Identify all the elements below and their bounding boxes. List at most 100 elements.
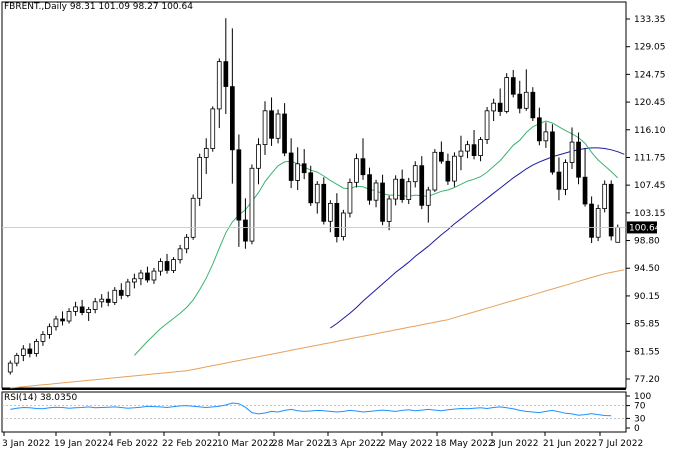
y-tick-label: 98.80 (634, 237, 660, 247)
current-price-label: 100.64 (629, 223, 661, 233)
candle-body (236, 149, 242, 221)
candle (105, 291, 111, 307)
candle (445, 153, 451, 185)
candle-body (34, 340, 39, 354)
candle (340, 209, 346, 241)
candle-body (537, 117, 542, 142)
candle-body (314, 183, 320, 204)
candle-body (66, 310, 72, 322)
candle (112, 287, 118, 305)
candle-body (249, 167, 255, 242)
candle-body (210, 108, 216, 149)
candle (190, 194, 196, 240)
y-tick-label: 103.15 (634, 209, 666, 219)
candle (504, 73, 510, 114)
candle-body (243, 219, 248, 242)
candle-body (112, 289, 118, 303)
candle (27, 343, 33, 358)
candle (602, 180, 608, 213)
candle-body (425, 189, 431, 206)
candle-body (576, 141, 581, 178)
candle (569, 127, 575, 169)
candle (550, 124, 555, 175)
candle-body (595, 208, 601, 238)
candle (236, 134, 242, 247)
candle-body (438, 151, 444, 162)
candle (262, 101, 268, 155)
candle-body (164, 261, 170, 271)
candle-body (308, 172, 314, 204)
candle (510, 69, 516, 98)
candle (347, 178, 353, 218)
candle-body (301, 163, 307, 174)
candle (321, 177, 327, 225)
y-tick-label: 90.15 (634, 292, 660, 302)
candle-body (406, 181, 412, 200)
candle-body (47, 326, 52, 335)
candle-body (177, 248, 183, 261)
chart-header: FBRENT.,Daily 98.31 101.09 98.27 100.64 (4, 2, 193, 12)
candle (34, 338, 39, 357)
candle (478, 137, 483, 162)
candle (295, 147, 301, 191)
candle-body (412, 165, 418, 183)
candle (20, 345, 26, 362)
candle (86, 306, 91, 321)
candle-body (7, 362, 13, 373)
candle (563, 159, 568, 196)
ohlc-readout: 98.31 101.09 98.27 100.64 (69, 2, 193, 12)
candle-body (399, 178, 405, 200)
candle-body (190, 197, 196, 238)
candle-body (478, 139, 483, 157)
candle-body (125, 281, 131, 296)
candle-body (197, 156, 202, 199)
candle (288, 138, 294, 189)
candle (249, 164, 255, 245)
candle (465, 140, 470, 159)
candle (216, 58, 222, 129)
candle (314, 181, 320, 214)
x-tick-label: 13 Apr 2022 (326, 439, 382, 449)
current-price-tag (627, 221, 657, 234)
candle-body (295, 163, 301, 181)
candle-body (86, 308, 91, 313)
candle-body (334, 202, 340, 237)
y-tick-label: 94.50 (634, 264, 660, 274)
candle-body (550, 131, 555, 173)
candle (354, 153, 359, 188)
candle-body (465, 144, 470, 152)
candle-body (79, 306, 85, 313)
candle (334, 193, 340, 243)
candle (308, 165, 314, 206)
candle (484, 106, 490, 145)
candle (99, 294, 105, 308)
rsi-line (10, 402, 612, 417)
candle-body (530, 91, 536, 119)
candle (543, 122, 549, 148)
rsi-tick-label: 30 (634, 414, 646, 424)
candle-body (118, 289, 124, 296)
x-tick-label: 22 Feb 2022 (162, 439, 218, 449)
candle (301, 149, 307, 180)
candle (327, 200, 333, 233)
candle (419, 156, 425, 210)
candle-body (432, 151, 438, 191)
x-tick-label: 10 Mar 2022 (217, 439, 274, 449)
candle (73, 301, 78, 316)
candle-body (484, 110, 490, 140)
x-tick-label: 7 Jul 2022 (598, 439, 643, 449)
candle-body (517, 93, 523, 109)
candle (380, 174, 385, 226)
candle (197, 153, 202, 206)
candle-body (556, 171, 562, 190)
candle (452, 152, 457, 187)
candle (412, 161, 418, 188)
candle (40, 331, 46, 346)
candle (118, 283, 124, 300)
candle (14, 352, 20, 367)
y-tick-label: 111.75 (634, 153, 666, 163)
x-tick-label: 28 Mar 2022 (272, 439, 329, 449)
candle (360, 138, 366, 180)
